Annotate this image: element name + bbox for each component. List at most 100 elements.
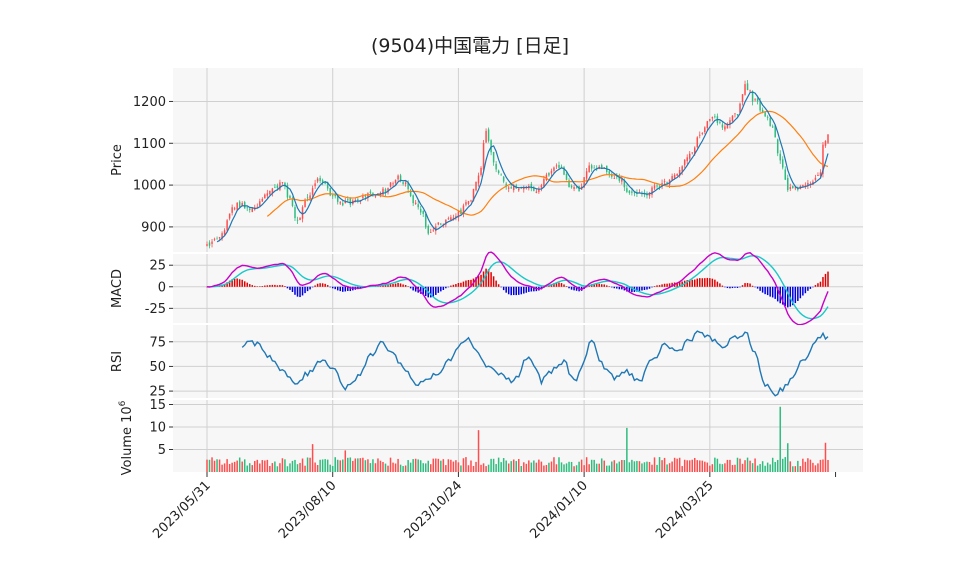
macd-histogram-bar (241, 279, 243, 287)
volume-bar (482, 463, 485, 472)
volume-bar (291, 460, 294, 472)
candle-body (731, 115, 734, 122)
volume-bar (452, 461, 455, 472)
candle-body (741, 94, 744, 103)
macd-histogram-bar (533, 286, 535, 292)
candle-body (651, 187, 653, 195)
macd-histogram-bar (314, 285, 316, 287)
macd-histogram-bar (440, 286, 442, 292)
volume-bar (787, 443, 789, 472)
candle-body (623, 180, 626, 188)
volume-bar (701, 460, 704, 472)
macd-histogram-bar (319, 283, 321, 287)
candle-body (404, 182, 407, 184)
macd-histogram-bar (699, 278, 701, 287)
macd-histogram-bar (726, 286, 729, 289)
volume-bar (678, 457, 681, 472)
candle-body (387, 188, 389, 193)
candle-body (389, 182, 392, 187)
volume-bar (309, 457, 311, 472)
volume-bar (520, 465, 523, 472)
volume-bar (789, 461, 792, 472)
macd-histogram-bar (754, 286, 756, 288)
volume-bar (515, 461, 517, 472)
volume-bar (575, 465, 578, 472)
candle-body (568, 180, 570, 188)
volume-bar (633, 461, 636, 472)
volume-bar (218, 459, 221, 472)
candle-body (631, 191, 633, 193)
volume-bar (223, 463, 226, 472)
macd-histogram-bar (231, 279, 233, 287)
volume-bar (555, 464, 558, 472)
candle-body (686, 157, 688, 162)
candle-body (759, 101, 761, 111)
macd-histogram-bar (701, 278, 704, 287)
candle-body (440, 223, 442, 225)
macd-histogram-bar (432, 286, 435, 297)
volume-bar (326, 459, 329, 472)
macd-histogram-bar (809, 286, 812, 289)
macd-histogram-bar (787, 286, 789, 308)
candle-body (208, 242, 211, 246)
macd-histogram-bar (636, 286, 638, 292)
volume-bar (485, 466, 487, 472)
candle-body (452, 217, 455, 219)
volume-ytick-label: 5 (158, 443, 166, 458)
macd-histogram-bar (774, 286, 776, 299)
candle-body (706, 121, 709, 128)
price-panel: 900 1000 1100 1200 Price (110, 68, 863, 252)
macd-histogram-bar (347, 286, 349, 291)
macd-histogram-bar (600, 284, 603, 287)
macd-histogram-bar (284, 286, 286, 287)
volume-bar (683, 459, 686, 472)
macd-histogram-bar (286, 286, 289, 289)
candle-body (739, 103, 741, 113)
volume-bar (251, 465, 254, 472)
volume-bar (538, 459, 540, 472)
macd-histogram-bar (399, 283, 402, 287)
candle-body (676, 173, 678, 176)
volume-bar (525, 463, 528, 472)
macd-histogram-bar (714, 279, 716, 287)
macd-histogram-bar (379, 285, 382, 287)
macd-histogram-bar (495, 280, 497, 287)
candle-body (797, 189, 799, 191)
macd-histogram-bar (606, 285, 608, 287)
volume-bar (347, 457, 349, 472)
candle-body (291, 199, 294, 206)
macd-histogram-bar (646, 286, 648, 290)
price-ytick-label: 1100 (133, 137, 166, 152)
volume-bar (284, 459, 286, 472)
volume-bar (729, 459, 731, 472)
macd-ytick-label: -25 (145, 302, 166, 317)
macd-histogram-bar (485, 268, 487, 287)
candle-body (256, 206, 259, 208)
candle-body (213, 238, 216, 240)
candle-body (233, 208, 236, 210)
volume-bar (512, 459, 515, 472)
candle-body (540, 185, 543, 188)
macd-histogram-bar (709, 278, 711, 287)
volume-bar (809, 459, 812, 472)
volume-bar (611, 461, 613, 472)
candle-body (309, 195, 311, 199)
macd-histogram-bar (691, 279, 693, 287)
candle-body (628, 190, 631, 194)
candle-body (314, 183, 316, 187)
candle-body (550, 170, 553, 174)
macd-histogram-bar (261, 286, 264, 287)
macd-histogram-bar (500, 286, 502, 288)
volume-bar (631, 459, 633, 472)
candle-body (374, 195, 377, 197)
candle-body (276, 185, 279, 189)
volume-bar (663, 457, 666, 472)
macd-histogram-bar (505, 286, 507, 293)
volume-bar (518, 459, 520, 472)
macd-histogram-bar (306, 286, 309, 292)
candle-body (583, 177, 585, 188)
volume-bar (259, 463, 261, 472)
volume-bar (387, 465, 389, 472)
volume-bar (824, 442, 827, 472)
volume-bar (530, 462, 533, 472)
